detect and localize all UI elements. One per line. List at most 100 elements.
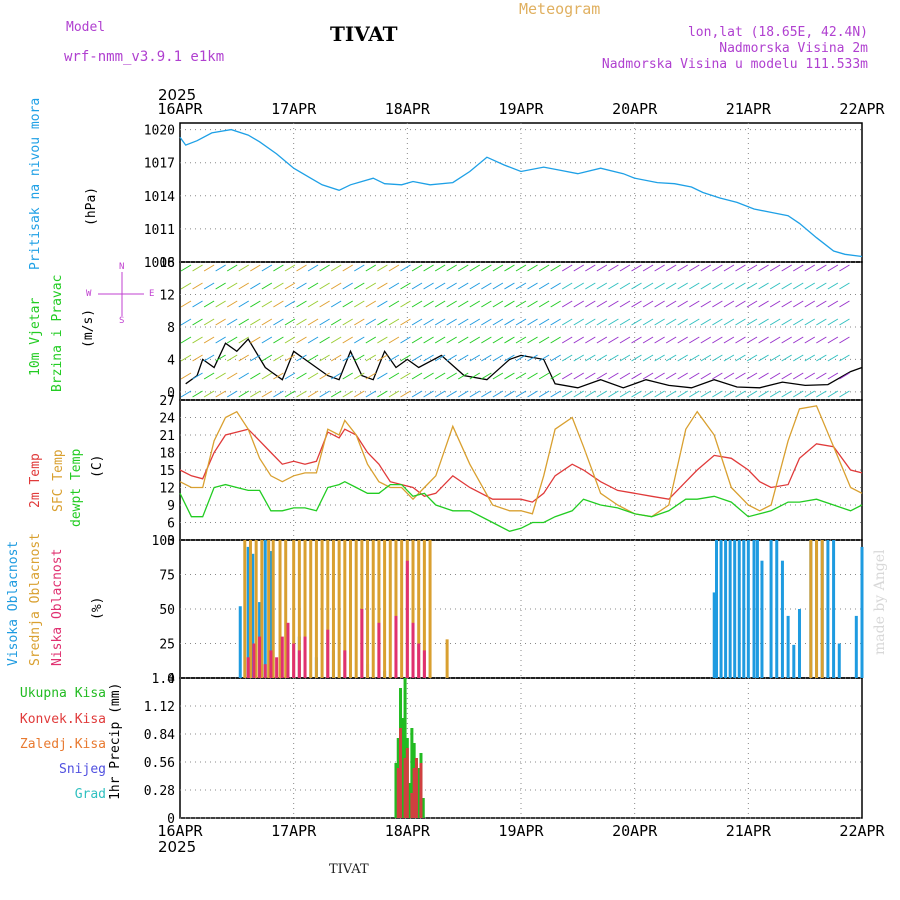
cloud-tick-label: 25 <box>159 638 175 653</box>
wind-barb <box>781 318 792 326</box>
wind-barb <box>712 318 723 326</box>
cloud-bar <box>411 540 415 678</box>
temp-tick-label: 15 <box>159 464 175 479</box>
wind-barb <box>307 336 319 344</box>
wind-barb <box>400 318 411 326</box>
compass-n: N <box>119 262 125 272</box>
cloud-bar <box>854 615 858 678</box>
wind-barb <box>585 300 596 308</box>
wind-barb <box>712 354 723 362</box>
wind-barb <box>377 390 388 398</box>
wind-barb <box>307 264 319 272</box>
cloud-bar <box>394 540 398 678</box>
wind-barb <box>238 354 250 362</box>
legend-conv-rain: Konvek.Kisa <box>19 712 106 727</box>
wind-barb <box>700 264 712 272</box>
wind-barb <box>411 282 423 290</box>
wind-barb <box>481 390 492 398</box>
wind-barb <box>296 336 307 344</box>
wind-barb <box>226 354 238 362</box>
temp-tick-label: 3 <box>167 534 175 549</box>
wind-barb <box>596 372 608 380</box>
wind-barb <box>388 282 400 290</box>
wind-barb <box>250 300 261 308</box>
precip-tick-label: 1.12 <box>144 700 175 715</box>
wind-barb <box>677 264 688 272</box>
wind-barb <box>226 282 238 290</box>
wind-barb <box>769 372 781 380</box>
wind-barb <box>642 372 654 380</box>
wind-barb <box>492 372 504 380</box>
time-label-top: 17APR <box>271 100 317 118</box>
compass-e: E <box>149 289 155 299</box>
wind-barb <box>457 264 469 272</box>
cloud-bar <box>269 650 273 678</box>
wind-barb <box>192 372 203 380</box>
wind-barb <box>469 336 481 344</box>
wind-tick-label: 12 <box>159 288 175 303</box>
wind-barb <box>631 264 642 272</box>
wind-barb <box>758 282 769 290</box>
cloud-tick-label: 75 <box>159 569 175 584</box>
wind-barb <box>839 390 850 398</box>
wind-barb <box>203 318 215 326</box>
wind-barb <box>527 282 538 290</box>
wind-barb <box>180 282 192 290</box>
wind-barb <box>827 354 839 362</box>
wind-barb <box>677 390 688 398</box>
wind-barb <box>296 282 307 290</box>
wind-barb <box>839 372 850 380</box>
cloud-bar <box>760 560 764 678</box>
wind-barb <box>504 282 515 290</box>
wind-barb <box>515 264 527 272</box>
wind-barb <box>515 318 527 326</box>
wind-barb <box>354 336 365 344</box>
wind-barb <box>296 390 307 398</box>
wind-barb <box>746 390 758 398</box>
wind-barb <box>538 354 550 362</box>
wind-barb <box>215 354 226 362</box>
cloud-bar <box>712 592 716 678</box>
wind-barb <box>319 264 330 272</box>
wind-barb <box>746 318 758 326</box>
cloud-bar <box>303 636 307 678</box>
wind-barb <box>307 390 319 398</box>
wind-barb <box>377 300 388 308</box>
wind-barb <box>827 300 839 308</box>
wind-barb <box>284 264 296 272</box>
year-label-top: 2025 <box>158 86 197 104</box>
wind-barb <box>400 372 411 380</box>
wind-barb <box>839 354 850 362</box>
precip-bar <box>417 768 421 818</box>
wind-barb <box>804 354 816 362</box>
wind-barb <box>735 336 746 344</box>
wind-barb <box>642 354 654 362</box>
wind-barb <box>712 300 723 308</box>
wind-barb <box>215 300 226 308</box>
cloud-bar <box>366 540 370 678</box>
wind-barb <box>203 282 215 290</box>
wind-barb <box>284 372 296 380</box>
wind-barb <box>365 372 377 380</box>
wind-barb <box>481 336 492 344</box>
wind-barb <box>215 336 226 344</box>
wind-barb <box>423 282 434 290</box>
cloud-bar <box>326 629 330 678</box>
wind-barb <box>192 318 203 326</box>
wind-series-line <box>185 338 863 389</box>
model-name: wrf-nmm_v3.9.1 e1km <box>64 49 225 65</box>
lonlat-label: lon,lat (18.65E, 42.4N) <box>687 25 868 40</box>
wind-barb <box>654 300 665 308</box>
cloud-bar <box>326 540 330 678</box>
wind-barb <box>400 390 411 398</box>
wind-barb <box>723 372 735 380</box>
wind-barb <box>723 264 735 272</box>
wind-barb <box>481 372 492 380</box>
wind-barb <box>792 282 804 290</box>
cloud-bar <box>297 650 301 678</box>
cloud-bar <box>271 540 275 678</box>
wind-barb <box>816 336 827 344</box>
wind-barb <box>319 336 330 344</box>
cloud-bar <box>728 540 732 678</box>
